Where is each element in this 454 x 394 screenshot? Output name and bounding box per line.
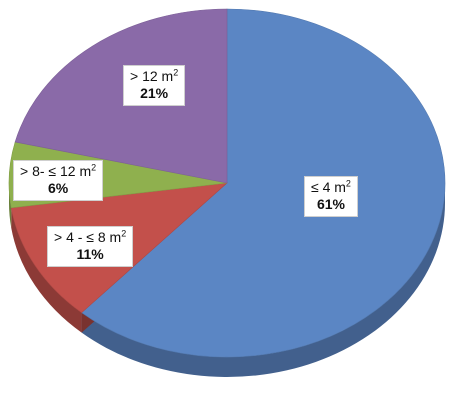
slice-percent-label: 61% — [316, 196, 345, 212]
slice-category-label: > 12 m2 — [130, 67, 179, 84]
slice-percent-label: 11% — [76, 246, 104, 262]
slice-category-label: > 4 - ≤ 8 m2 — [54, 228, 127, 245]
pie-slice-side — [81, 183, 446, 377]
pie-slice-side — [11, 207, 82, 333]
slice-category-label: > 8- ≤ 12 m2 — [20, 162, 97, 179]
slice-label-4to8: > 4 - ≤ 8 m2 11% — [47, 226, 134, 267]
slice-category-label: ≤ 4 m2 — [311, 178, 351, 195]
slice-label-gt12: > 12 m2 21% — [123, 65, 186, 106]
pie-slice — [14, 8, 228, 184]
pie-slice-side — [9, 183, 12, 228]
slice-percent-label: 6% — [47, 180, 69, 196]
pie-slice — [81, 8, 446, 358]
pie-top-group — [8, 8, 446, 358]
slice-percent-label: 21% — [140, 85, 169, 101]
slice-label-le4: ≤ 4 m2 61% — [304, 176, 358, 217]
slice-label-8to12: > 8- ≤ 12 m2 6% — [13, 160, 104, 201]
